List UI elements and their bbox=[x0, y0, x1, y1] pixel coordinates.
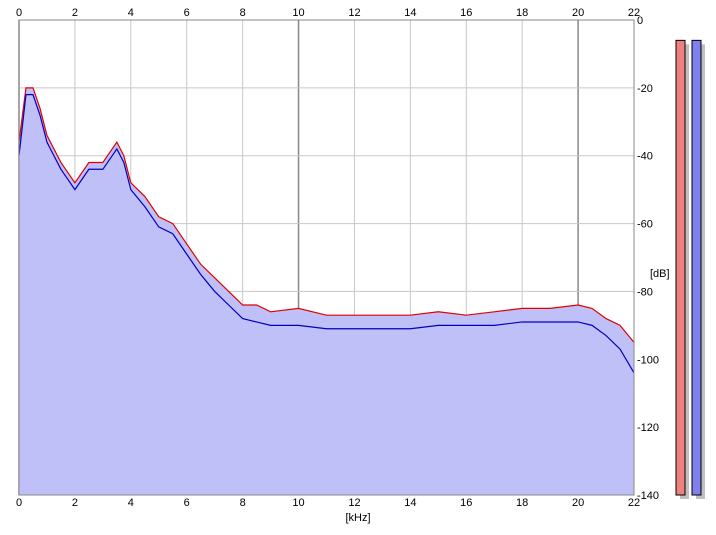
y-tick-label: -140 bbox=[637, 490, 659, 502]
x-tick-label-top: 12 bbox=[348, 7, 360, 19]
y-tick-labels: 0 -20 -40 -60 -80 -100 -120 -140 bbox=[637, 15, 659, 502]
spectrum-fill-area bbox=[19, 87, 634, 495]
x-tick-label-bottom: 20 bbox=[572, 497, 584, 509]
series-lines bbox=[18, 87, 635, 374]
x-tick-label-bottom: 18 bbox=[516, 497, 528, 509]
x-tick-label-top: 10 bbox=[292, 7, 304, 19]
x-tick-label-bottom: 4 bbox=[128, 497, 134, 509]
x-tick-label-top: 18 bbox=[516, 7, 528, 19]
x-tick-labels-top: 0 2 4 6 8 10 12 14 16 18 20 22 bbox=[16, 7, 640, 19]
x-tick-label-top: 2 bbox=[72, 7, 78, 19]
x-tick-label-bottom: 2 bbox=[72, 497, 78, 509]
x-tick-label-bottom: 8 bbox=[240, 497, 246, 509]
x-tick-label-bottom: 6 bbox=[184, 497, 190, 509]
y-tick-label: -40 bbox=[637, 151, 653, 163]
x-tick-label-top: 16 bbox=[460, 7, 472, 19]
x-tick-label-bottom: 12 bbox=[348, 497, 360, 509]
x-tick-label-bottom: 22 bbox=[628, 497, 640, 509]
x-tick-label-bottom: 10 bbox=[292, 497, 304, 509]
y-tick-label: -100 bbox=[637, 354, 659, 366]
y-tick-label: -20 bbox=[637, 83, 653, 95]
x-tick-label-bottom: 16 bbox=[460, 497, 472, 509]
y-tick-label: -120 bbox=[637, 422, 659, 434]
x-tick-label-bottom: 0 bbox=[16, 497, 22, 509]
x-tick-label-bottom: 14 bbox=[404, 497, 416, 509]
x-tick-label-top: 4 bbox=[128, 7, 134, 19]
x-tick-label-top: 22 bbox=[628, 7, 640, 19]
plot-border bbox=[18, 19, 635, 496]
x-axis-label: [kHz] bbox=[345, 512, 370, 524]
y-tick-label: -60 bbox=[637, 219, 653, 231]
x-tick-labels-bottom: 0 2 4 6 8 10 12 14 16 18 20 22 bbox=[16, 497, 640, 509]
y-tick-label: -80 bbox=[637, 286, 653, 298]
y-axis-label: [dB] bbox=[650, 268, 670, 280]
right-channel-line bbox=[18, 94, 635, 374]
x-tick-label-top: 14 bbox=[404, 7, 416, 19]
x-tick-label-top: 6 bbox=[184, 7, 190, 19]
x-tick-label-top: 20 bbox=[572, 7, 584, 19]
left-level-meter bbox=[675, 39, 686, 496]
left-channel-line bbox=[18, 87, 635, 343]
level-meters bbox=[675, 39, 705, 499]
y-tick-label: 0 bbox=[637, 15, 643, 27]
x-tick-label-top: 8 bbox=[240, 7, 246, 19]
right-level-meter bbox=[691, 39, 702, 496]
x-tick-label-top: 0 bbox=[16, 7, 22, 19]
